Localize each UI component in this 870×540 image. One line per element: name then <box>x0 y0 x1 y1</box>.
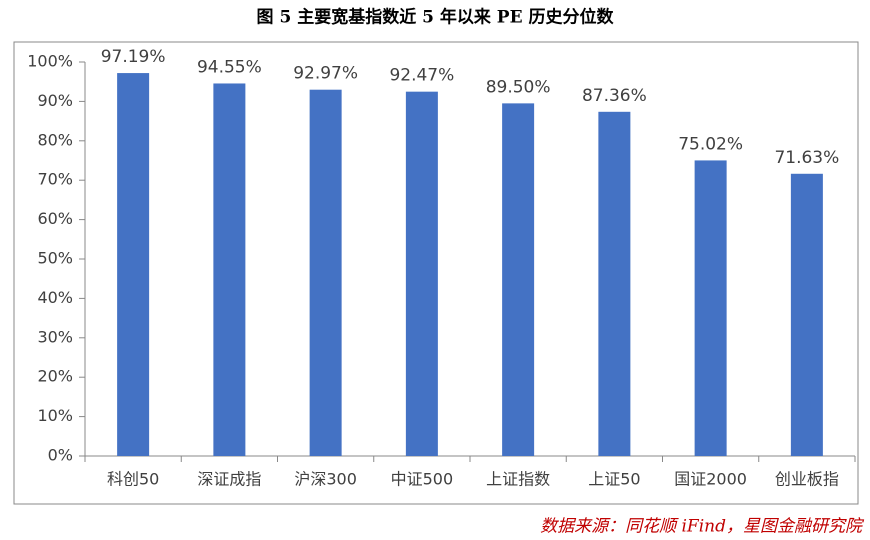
y-tick-label: 60% <box>37 209 73 228</box>
value-label: 71.63% <box>774 148 839 168</box>
x-tick-label: 深证成指 <box>197 470 261 489</box>
x-tick-label: 中证500 <box>391 470 454 489</box>
y-tick-label: 90% <box>37 91 73 110</box>
x-tick-label: 上证50 <box>588 470 640 489</box>
y-tick-label: 20% <box>37 367 73 386</box>
x-tick-label: 国证2000 <box>674 470 747 489</box>
y-tick-label: 100% <box>27 52 73 71</box>
x-tick-label: 上证指数 <box>486 470 550 489</box>
source-note: 数据来源：同花顺 iFind，星图金融研究院 <box>540 517 865 537</box>
value-label: 92.47% <box>389 66 454 86</box>
bar <box>405 91 438 456</box>
bar <box>309 89 342 457</box>
y-tick-label: 70% <box>37 170 73 189</box>
x-tick-label: 创业板指 <box>775 470 839 489</box>
value-label: 89.50% <box>486 77 551 97</box>
bar <box>117 73 150 456</box>
y-tick-label: 40% <box>37 288 73 307</box>
value-label: 92.97% <box>293 64 358 84</box>
y-tick-label: 50% <box>37 249 73 268</box>
value-label: 97.19% <box>101 47 166 67</box>
value-label: 94.55% <box>197 57 262 77</box>
x-tick-label: 科创50 <box>107 470 159 489</box>
x-tick-label: 沪深300 <box>294 470 357 489</box>
chart-frame <box>13 41 859 505</box>
y-tick-label: 30% <box>37 327 73 346</box>
value-label: 75.02% <box>678 134 743 154</box>
y-tick-label: 10% <box>37 406 73 425</box>
bar <box>790 173 823 456</box>
y-tick-label: 80% <box>37 130 73 149</box>
chart-title: 图 5 主要宽基指数近 5 年以来 PE 历史分位数 <box>257 7 615 28</box>
bar <box>213 83 246 457</box>
bar <box>694 160 727 456</box>
value-label: 87.36% <box>582 86 647 106</box>
bar <box>502 103 535 457</box>
y-tick-label: 0% <box>48 446 73 465</box>
bar <box>598 111 631 456</box>
